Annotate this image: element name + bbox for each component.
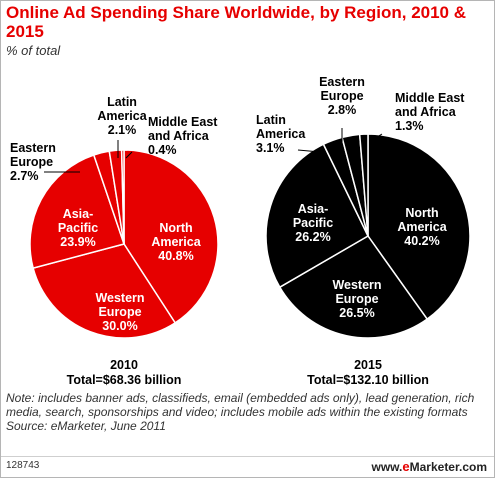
pie-slice-2010-asia-pacific (29, 154, 125, 270)
brand-rest: Marketer.com (409, 460, 487, 474)
slice-label-line: North (159, 221, 192, 235)
slice-label-line: Asia- (298, 202, 329, 216)
pie-slice-2010-middle-east-and-africa (120, 149, 125, 245)
chart-subtitle: % of total (6, 43, 61, 58)
slice-label-line: Europe (335, 292, 378, 306)
slice-label-line: 23.9% (60, 235, 95, 249)
slice-label-line: Middle East (148, 115, 218, 129)
slice-label-line: America (397, 220, 447, 234)
slice-label-line: Europe (320, 89, 363, 103)
slice-label-line: America (151, 235, 201, 249)
slice-label-line: Western (95, 291, 144, 305)
slice-label-line: 2.8% (328, 103, 357, 117)
slice-label-line: 1.3% (395, 119, 424, 133)
chart-id: 128743 (6, 460, 40, 471)
footer-divider (1, 456, 494, 457)
slice-label-line: America (256, 127, 306, 141)
slice-label-line: 30.0% (102, 319, 137, 333)
slice-label-line: and Africa (148, 129, 210, 143)
pie-total-2015: Total=$132.10 billion (307, 373, 429, 387)
slice-label-line: 2.1% (108, 123, 137, 137)
pie-year-2015: 2015 (354, 358, 382, 372)
slice-label-line: Pacific (58, 221, 98, 235)
pie-slice-2015-middle-east-and-africa (358, 133, 369, 237)
slice-label-line: Asia- (63, 207, 94, 221)
chart-note: Note: includes banner ads, classifieds, … (6, 391, 488, 433)
slice-label-line: 26.2% (295, 230, 330, 244)
brand-prefix: www. (371, 460, 403, 474)
slice-label-line: Eastern (10, 141, 56, 155)
slice-label-2015-western-europe: Western Europe 26.5% (332, 278, 381, 320)
slice-label-line: 2.7% (10, 169, 39, 183)
slice-label-2010-eastern-europe: Eastern Europe 2.7% (10, 141, 56, 183)
slice-label-2015-asia-pacific: Asia-Pacific 26.2% (293, 202, 333, 244)
pie-slice-2015-western-europe (278, 235, 429, 339)
slice-label-2010-north-america: North America 40.8% (151, 221, 201, 263)
slice-label-line: Eastern (319, 75, 365, 89)
slice-label-2010-latin-america: Latin America 2.1% (97, 95, 147, 137)
pie-year-2010: 2010 (110, 358, 138, 372)
pie-slice-2015-north-america (367, 133, 471, 321)
slice-label-line: Europe (98, 305, 141, 319)
slice-label-line: North (405, 206, 438, 220)
pie-slice-2015-asia-pacific (265, 143, 369, 289)
slice-label-2010-middle-east-and-africa: Middle East and Africa 0.4% (148, 115, 218, 157)
slice-label-line: Europe (10, 155, 53, 169)
slice-label-2015-eastern-europe: Eastern Europe 2.8% (319, 75, 365, 117)
slice-label-line: 40.8% (158, 249, 193, 263)
leader-line-2015-latin-america (297, 149, 321, 153)
pie-slice-2010-western-europe (32, 243, 177, 339)
slice-label-line: Latin (256, 113, 286, 127)
source-text: Source: eMarketer, June 2011 (6, 419, 166, 433)
slice-label-line: America (97, 109, 147, 123)
slice-label-2010-western-europe: Western Europe 30.0% (95, 291, 144, 333)
leader-line-2015-middle-east-and-africa (371, 133, 383, 141)
slice-label-line: 26.5% (339, 306, 374, 320)
slice-label-line: 0.4% (148, 143, 177, 157)
slice-label-line: 40.2% (404, 234, 439, 248)
slice-label-2010-asia-pacific: Asia-Pacific 23.9% (58, 207, 98, 249)
slice-label-line: and Africa (395, 105, 457, 119)
note-text: Note: includes banner ads, classifieds, … (6, 391, 475, 419)
slice-label-line: 3.1% (256, 141, 285, 155)
pie-total-2010: Total=$68.36 billion (67, 373, 182, 387)
slice-label-line: Western (332, 278, 381, 292)
emarketer-logo[interactable]: www.eMarketer.com (372, 459, 488, 474)
slice-label-line: Latin (107, 95, 137, 109)
slice-label-2015-north-america: North America 40.2% (397, 206, 447, 248)
chart-title: Online Ad Spending Share Worldwide, by R… (6, 3, 467, 41)
slice-label-2015-middle-east-and-africa: Middle East and Africa 1.3% (395, 91, 465, 133)
leader-line-2010-middle-east-and-africa (125, 151, 133, 159)
brand-e: e (402, 459, 410, 474)
slice-label-2015-latin-america: Latin America 3.1% (256, 113, 306, 155)
slice-label-line: Pacific (293, 216, 333, 230)
slice-label-line: Middle East (395, 91, 465, 105)
